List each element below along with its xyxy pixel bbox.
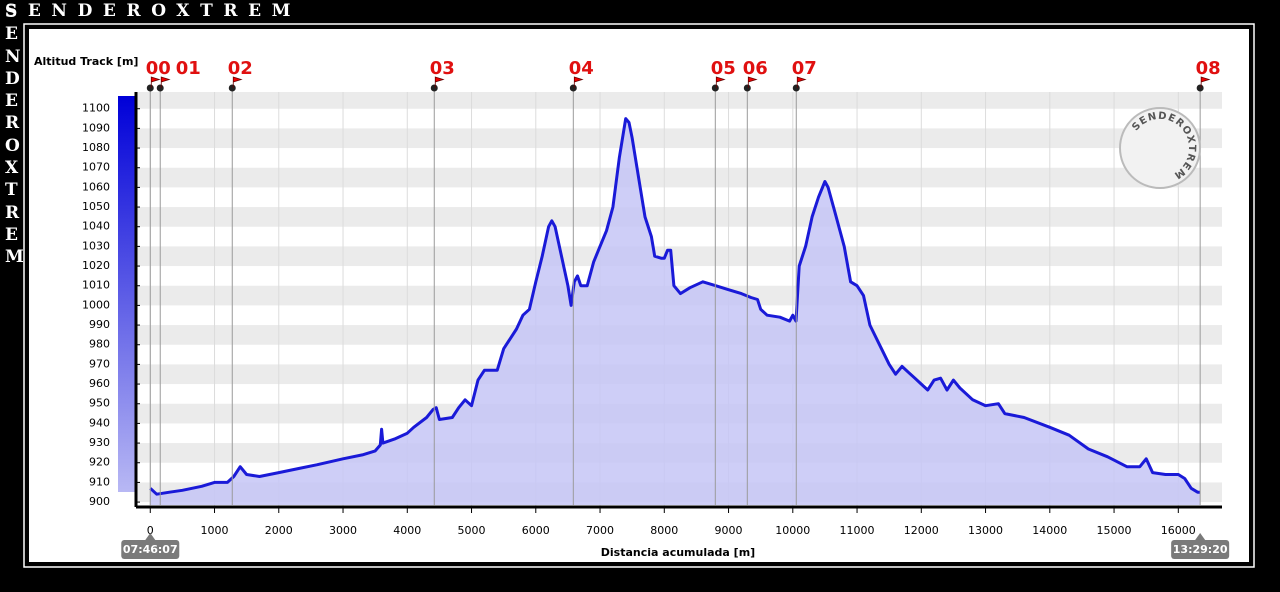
x-tick-label: 9000 (715, 524, 743, 537)
waypoint-label: 07 (792, 58, 817, 79)
x-tick-label: 3000 (329, 524, 357, 537)
x-tick-label: 8000 (650, 524, 678, 537)
time-label: 07:46:07 (123, 543, 178, 556)
waypoint-flag (747, 76, 758, 88)
y-axis-title: Altitud Track [m] (34, 55, 138, 68)
waypoint-label: 05 (711, 58, 736, 79)
waypoint-dot (569, 84, 577, 92)
x-tick-label: 7000 (586, 524, 614, 537)
y-tick-label: 1010 (82, 279, 110, 292)
x-tick-label: 1000 (201, 524, 229, 537)
x-tick-label: 15000 (1097, 524, 1132, 537)
x-axis-title: Distancia acumulada [m] (601, 546, 755, 559)
y-tick-label: 920 (89, 456, 110, 469)
y-tick-label: 1090 (82, 121, 110, 134)
waypoint-dot (430, 84, 438, 92)
x-tick-label: 13000 (968, 524, 1003, 537)
waypoint-label: 03 (430, 58, 455, 79)
y-tick-label: 930 (89, 436, 110, 449)
waypoint-dot (743, 84, 751, 92)
x-tick-label: 0 (147, 524, 154, 537)
y-tick-label: 1050 (82, 200, 110, 213)
waypoint-flag (796, 76, 807, 88)
time-box (121, 540, 180, 559)
x-tick-label: 14000 (1032, 524, 1067, 537)
y-tick-label: 1070 (82, 161, 110, 174)
grid-band (136, 207, 1222, 227)
y-tick-label: 990 (89, 318, 110, 331)
profile-line (149, 117, 1201, 496)
waypoint-dot (146, 84, 154, 92)
y-tick-label: 900 (89, 495, 110, 508)
area-fill (150, 118, 1201, 505)
y-tick-label: 910 (89, 475, 110, 488)
y-tick-label: 1100 (82, 102, 110, 115)
grid-band (136, 92, 1222, 109)
waypoint-label: 04 (569, 58, 594, 79)
y-tick-label: 1040 (82, 220, 110, 233)
waypoint-flag (715, 76, 726, 88)
brand-horizontal: SENDEROXTREM (5, 1, 302, 21)
waypoint-flag (573, 76, 584, 88)
waypoint-label: 08 (1196, 58, 1221, 79)
y-tick-label: 1080 (82, 141, 110, 154)
y-tick-label: 950 (89, 397, 110, 410)
y-tick-label: 970 (89, 357, 110, 370)
x-tick-label: 11000 (840, 524, 875, 537)
waypoint-dot (792, 84, 800, 92)
time-box (1171, 540, 1230, 559)
x-tick-label: 2000 (265, 524, 293, 537)
time-pointer (1195, 533, 1206, 540)
grid-band (136, 128, 1222, 149)
y-tick-label: 1030 (82, 239, 110, 252)
waypoint-label: 06 (743, 58, 768, 79)
waypoint-dot (228, 84, 236, 92)
time-pointer (145, 533, 156, 540)
logo-disc (1119, 107, 1201, 189)
y-tick-label: 940 (89, 416, 110, 429)
x-tick-label: 16000 (1161, 524, 1196, 537)
brand-vertical: SENDEROXTREM (5, 2, 24, 268)
y-tick-label: 980 (89, 338, 110, 351)
frame (23, 23, 1255, 568)
x-tick-label: 6000 (522, 524, 550, 537)
waypoint-label: 00 (146, 58, 171, 79)
x-tick-label: 4000 (393, 524, 421, 537)
waypoint-flag (160, 76, 171, 88)
waypoint-flag (232, 76, 243, 88)
waypoint-label: 01 (176, 58, 201, 79)
x-tick-label: 5000 (458, 524, 486, 537)
grid-band (136, 246, 1222, 267)
logo: SENDEROXTREM (1119, 107, 1201, 189)
y-tick-label: 1060 (82, 180, 110, 193)
color-bar (118, 96, 136, 492)
x-tick-label: 12000 (904, 524, 939, 537)
waypoint-flag (434, 76, 445, 88)
waypoint-dot (156, 84, 164, 92)
y-tick-label: 1020 (82, 259, 110, 272)
waypoint-dot (1196, 84, 1204, 92)
y-tick-label: 1000 (82, 298, 110, 311)
waypoint-dot (711, 84, 719, 92)
waypoint-flag (150, 76, 161, 88)
x-tick-label: 10000 (775, 524, 810, 537)
time-label: 13:29:20 (1173, 543, 1228, 556)
grid-band (136, 167, 1222, 188)
waypoint-flag (1200, 76, 1211, 88)
waypoint-label: 02 (228, 58, 253, 79)
y-tick-label: 960 (89, 377, 110, 390)
